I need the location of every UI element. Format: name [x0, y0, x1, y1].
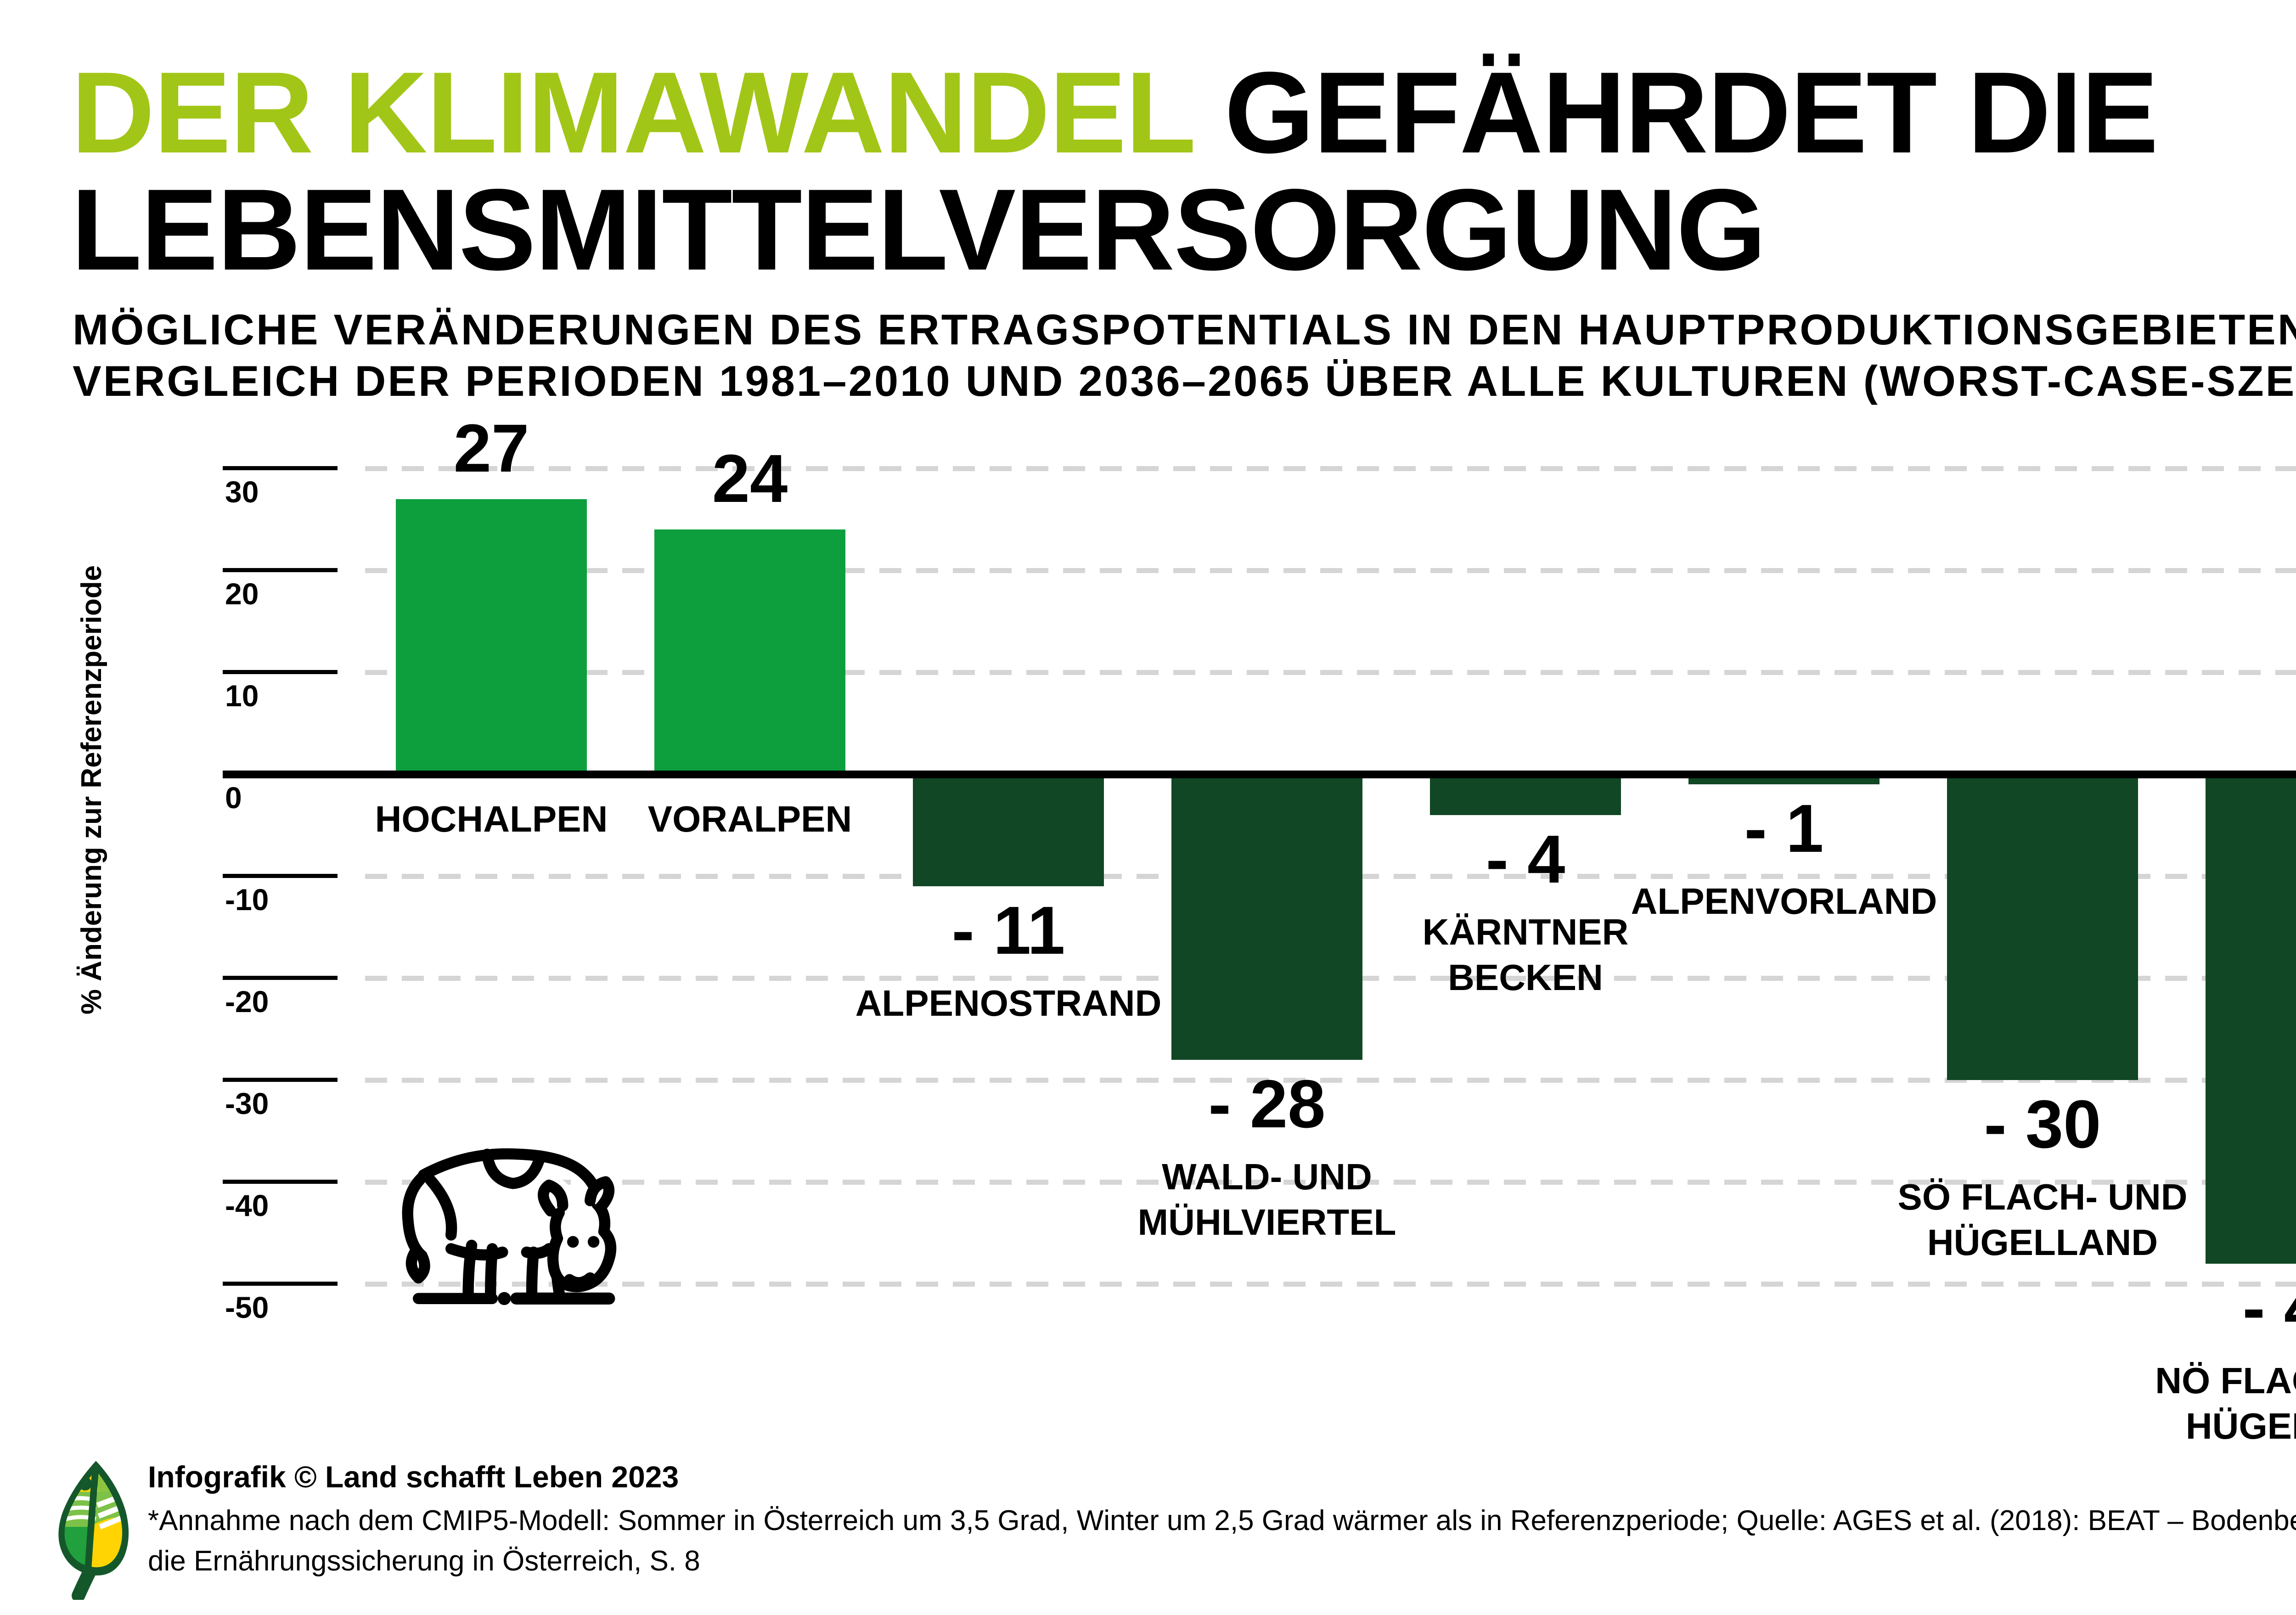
bar-category-label: SÖ FLACH- UND — [1897, 1176, 2188, 1217]
axis-tick-line — [223, 568, 338, 572]
y-tick-label: -10 — [225, 883, 269, 917]
y-tick-label: 20 — [225, 577, 259, 611]
bar-value-label: - 30 — [1984, 1086, 2101, 1162]
y-tick-label: 30 — [225, 475, 259, 509]
gridline — [365, 670, 2296, 675]
title-line1: DER KLIMAWANDEL GEFÄHRDET DIE — [71, 48, 2158, 177]
bar-category-label: HÜGELLAND — [1927, 1222, 2158, 1263]
title-accent: DER KLIMAWANDEL — [71, 48, 1194, 177]
y-tick-label: -50 — [225, 1290, 269, 1324]
y-tick-label: 10 — [225, 679, 259, 713]
bar-value-label: 27 — [453, 410, 529, 486]
axis-tick-line — [223, 670, 338, 674]
gridline — [365, 1282, 2296, 1287]
y-axis-title: % Änderung zur Referenzperiode — [76, 565, 107, 1015]
zero-axis-line — [223, 771, 2296, 778]
bar-value-label: - 11 — [951, 893, 1065, 969]
gridline — [365, 466, 2296, 471]
y-tick-label: -40 — [225, 1188, 269, 1222]
bar-category-label: KÄRNTNER — [1422, 911, 1629, 952]
land-schafft-leben-leaf-logo — [58, 1461, 129, 1600]
cow-icon — [402, 1148, 617, 1306]
bar-alpenostrand — [913, 774, 1104, 887]
bar-value-label: - 1 — [1744, 791, 1824, 867]
subtitle-line1: MÖGLICHE VERÄNDERUNGEN DES ERTRAGSPOTENT… — [73, 305, 2296, 354]
bar-wald-und-m-hlviertel — [1171, 774, 1362, 1060]
bar-category-label: ALPENVORLAND — [1631, 881, 1937, 922]
footer-credit: Infografik © Land schafft Leben 2023 — [148, 1460, 679, 1494]
footnote-line2: die Ernährungssicherung in Österreich, S… — [148, 1545, 700, 1577]
bar-voralpen — [654, 529, 845, 774]
y-tick-label: -30 — [225, 1086, 269, 1120]
axis-tick-line — [223, 1282, 338, 1286]
bar-s-flach-und-h-gelland — [1947, 774, 2138, 1080]
bar-category-label: ALPENOSTRAND — [855, 983, 1162, 1024]
subtitle-line2: VERGLEICH DER PERIODEN 1981–2010 UND 203… — [73, 357, 2296, 405]
bar-category-label: BECKEN — [1448, 957, 1603, 998]
title-line2: LEBENSMITTELVERSORGUNG — [71, 165, 1766, 294]
bar-category-label: HOCHALPEN — [375, 799, 608, 839]
gridline — [365, 1078, 2296, 1083]
bar-category-label: NÖ FLACH- UND — [2155, 1360, 2296, 1401]
page-title: DER KLIMAWANDEL GEFÄHRDET DIE LEBENSMITT… — [71, 54, 2158, 288]
gridline — [365, 568, 2296, 573]
axis-tick-line — [223, 466, 338, 470]
axis-tick-line — [223, 976, 338, 980]
title-rest: GEFÄHRDET DIE — [1224, 48, 2158, 177]
axis-tick-line — [223, 874, 338, 878]
axis-tick-line — [223, 1078, 338, 1082]
bar-n-flach-und-h-gelland — [2206, 774, 2296, 1264]
gridline — [365, 1180, 2296, 1185]
chart-subtitle: MÖGLICHE VERÄNDERUNGEN DES ERTRAGSPOTENT… — [73, 304, 2296, 407]
bar-category-label: MÜHLVIERTEL — [1137, 1201, 1396, 1243]
y-tick-label: 0 — [225, 781, 242, 815]
bar-value-label: - 4 — [1486, 821, 1565, 897]
bar-value-label: - 48 — [2242, 1270, 2296, 1346]
bar-category-label: VORALPEN — [647, 799, 852, 839]
bar-category-label: HÜGELLAND — [2185, 1405, 2296, 1446]
bar-hochalpen — [396, 499, 587, 774]
footer-footnote: *Annahme nach dem CMIP5-Modell: Sommer i… — [148, 1501, 2296, 1581]
bar-k-rntner-becken — [1430, 774, 1621, 815]
y-tick-label: -20 — [225, 985, 269, 1019]
bar-value-label: - 28 — [1208, 1066, 1326, 1142]
footnote-line1: *Annahme nach dem CMIP5-Modell: Sommer i… — [148, 1505, 2296, 1536]
bar-value-label: 24 — [712, 441, 788, 517]
axis-tick-line — [223, 1180, 338, 1184]
bar-category-label: WALD- UND — [1162, 1156, 1372, 1197]
